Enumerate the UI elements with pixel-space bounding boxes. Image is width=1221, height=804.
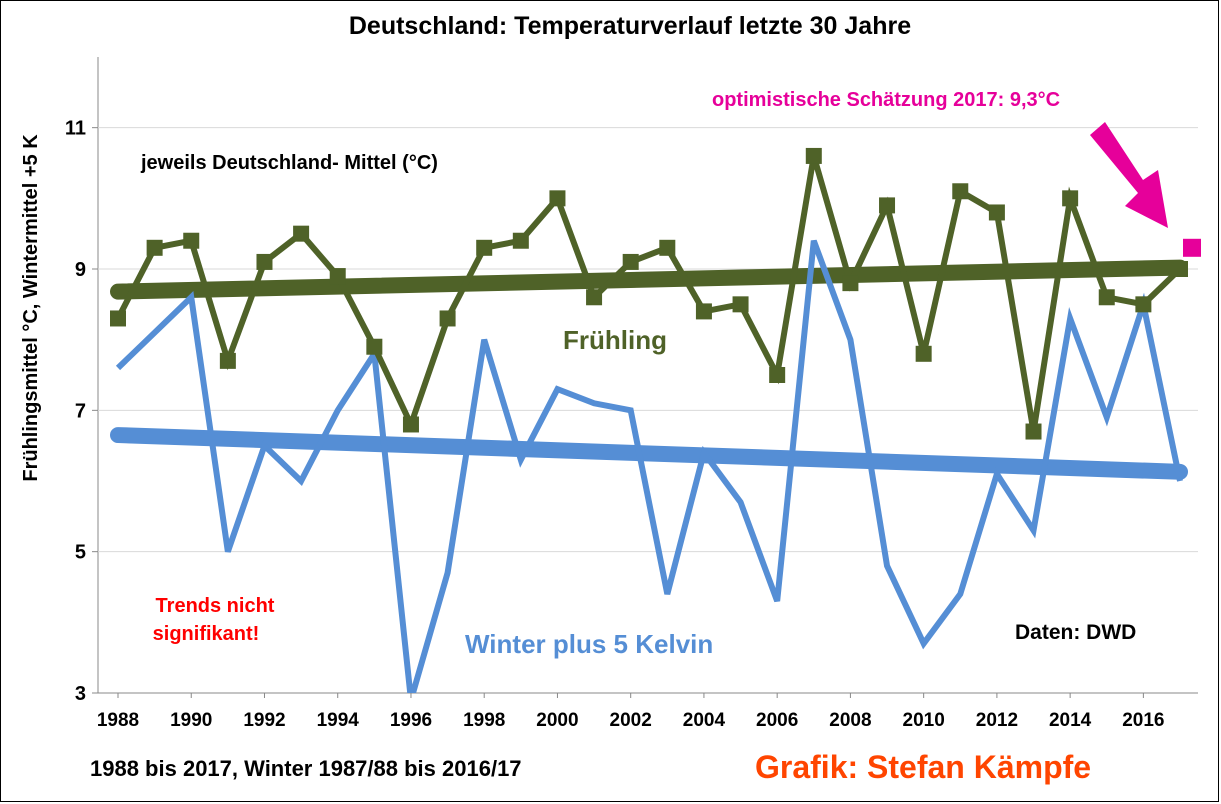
x-tick-label: 2006	[756, 710, 798, 731]
fruehling-point	[659, 239, 676, 256]
y-tick-label: 5	[75, 542, 86, 564]
credit-label: Grafik: Stefan Kämpfe	[755, 749, 1091, 785]
fruehling-point	[915, 345, 932, 362]
fruehling-point	[805, 147, 822, 164]
fruehling-trend-line	[110, 259, 1188, 300]
x-tick-label: 1992	[243, 710, 285, 731]
estimate-arrow-icon	[1090, 122, 1168, 228]
fruehling-point	[110, 310, 126, 327]
x-tick-label: 2010	[903, 710, 945, 731]
fruehling-point	[549, 190, 566, 207]
y-tick-label: 7	[75, 400, 86, 422]
y-tick-label: 11	[65, 118, 86, 140]
fruehling-point	[622, 253, 639, 270]
mittel-annotation: jeweils Deutschland- Mittel (°C)	[140, 152, 438, 174]
y-axis-label: Frühlingsmittel °C, Wintermittel +5 K	[20, 134, 42, 482]
fruehling-point	[402, 416, 419, 433]
estimate-point	[1183, 238, 1201, 257]
x-tick-label: 2008	[829, 710, 871, 731]
series-lines	[115, 155, 1183, 693]
fruehling-point	[842, 275, 859, 292]
x-tick-label: 2016	[1122, 710, 1164, 731]
winter-series-line	[115, 239, 1183, 693]
x-tick-label: 1996	[390, 710, 432, 731]
fruehling-point	[1098, 289, 1115, 306]
fruehling-point	[329, 268, 346, 285]
fruehling-point	[476, 239, 493, 256]
x-tick-label: 2004	[683, 710, 726, 731]
x-tick-label: 1988	[97, 710, 139, 731]
winter-trend-line	[110, 427, 1188, 480]
plot-area	[97, 57, 1198, 694]
fruehling-point	[293, 225, 310, 242]
fruehling-point	[769, 367, 786, 383]
fruehling-point	[695, 303, 712, 320]
estimate-group	[1090, 122, 1201, 257]
fruehling-point	[366, 338, 383, 355]
fruehling-point	[219, 352, 236, 369]
data-source: Daten: DWD	[1015, 621, 1136, 644]
fruehling-point	[1135, 296, 1152, 313]
x-axis-ticks: 1988 1990 1992 1994 1996 1998 2000 2002 2004 2006…	[97, 693, 1165, 731]
winter-label: Winter plus 5 Kelvin	[465, 629, 713, 659]
fruehling-point	[879, 197, 896, 214]
series-markers	[110, 147, 1188, 440]
x-tick-label: 1994	[317, 710, 360, 731]
fruehling-point	[1062, 190, 1079, 207]
fruehling-point	[512, 232, 529, 249]
fruehling-point	[439, 310, 456, 327]
fruehling-point	[1025, 423, 1042, 440]
trends-note-line2: signifikant!	[153, 623, 260, 645]
y-tick-label: 9	[75, 259, 86, 281]
trends-note-line1: Trends nicht	[156, 595, 275, 617]
fruehling-point	[952, 183, 969, 200]
fruehling-point	[256, 253, 273, 270]
fruehling-point	[146, 239, 163, 256]
period-label: 1988 bis 2017, Winter 1987/88 bis 2016/1…	[90, 756, 522, 781]
trend-lines	[110, 259, 1188, 480]
x-tick-label: 1990	[170, 710, 212, 731]
x-tick-label: 2000	[536, 710, 578, 731]
fruehling-point	[988, 204, 1005, 221]
x-tick-label: 1998	[463, 710, 505, 731]
y-axis-ticks: 3 5 7 9 11	[65, 118, 98, 705]
fruehling-point	[732, 296, 749, 313]
x-tick-label: 2012	[976, 710, 1018, 731]
fruehling-point	[586, 289, 603, 306]
x-tick-label: 2014	[1049, 710, 1092, 731]
fruehling-point	[183, 232, 200, 249]
estimate-label: optimistische Schätzung 2017: 9,3°C	[712, 89, 1060, 111]
fruehling-label: Frühling	[563, 325, 667, 355]
chart-title: Deutschland: Temperaturverlauf letzte 30…	[349, 12, 911, 40]
fruehling-point	[1172, 261, 1188, 277]
x-tick-label: 2002	[610, 710, 652, 731]
y-tick-label: 3	[75, 683, 86, 705]
